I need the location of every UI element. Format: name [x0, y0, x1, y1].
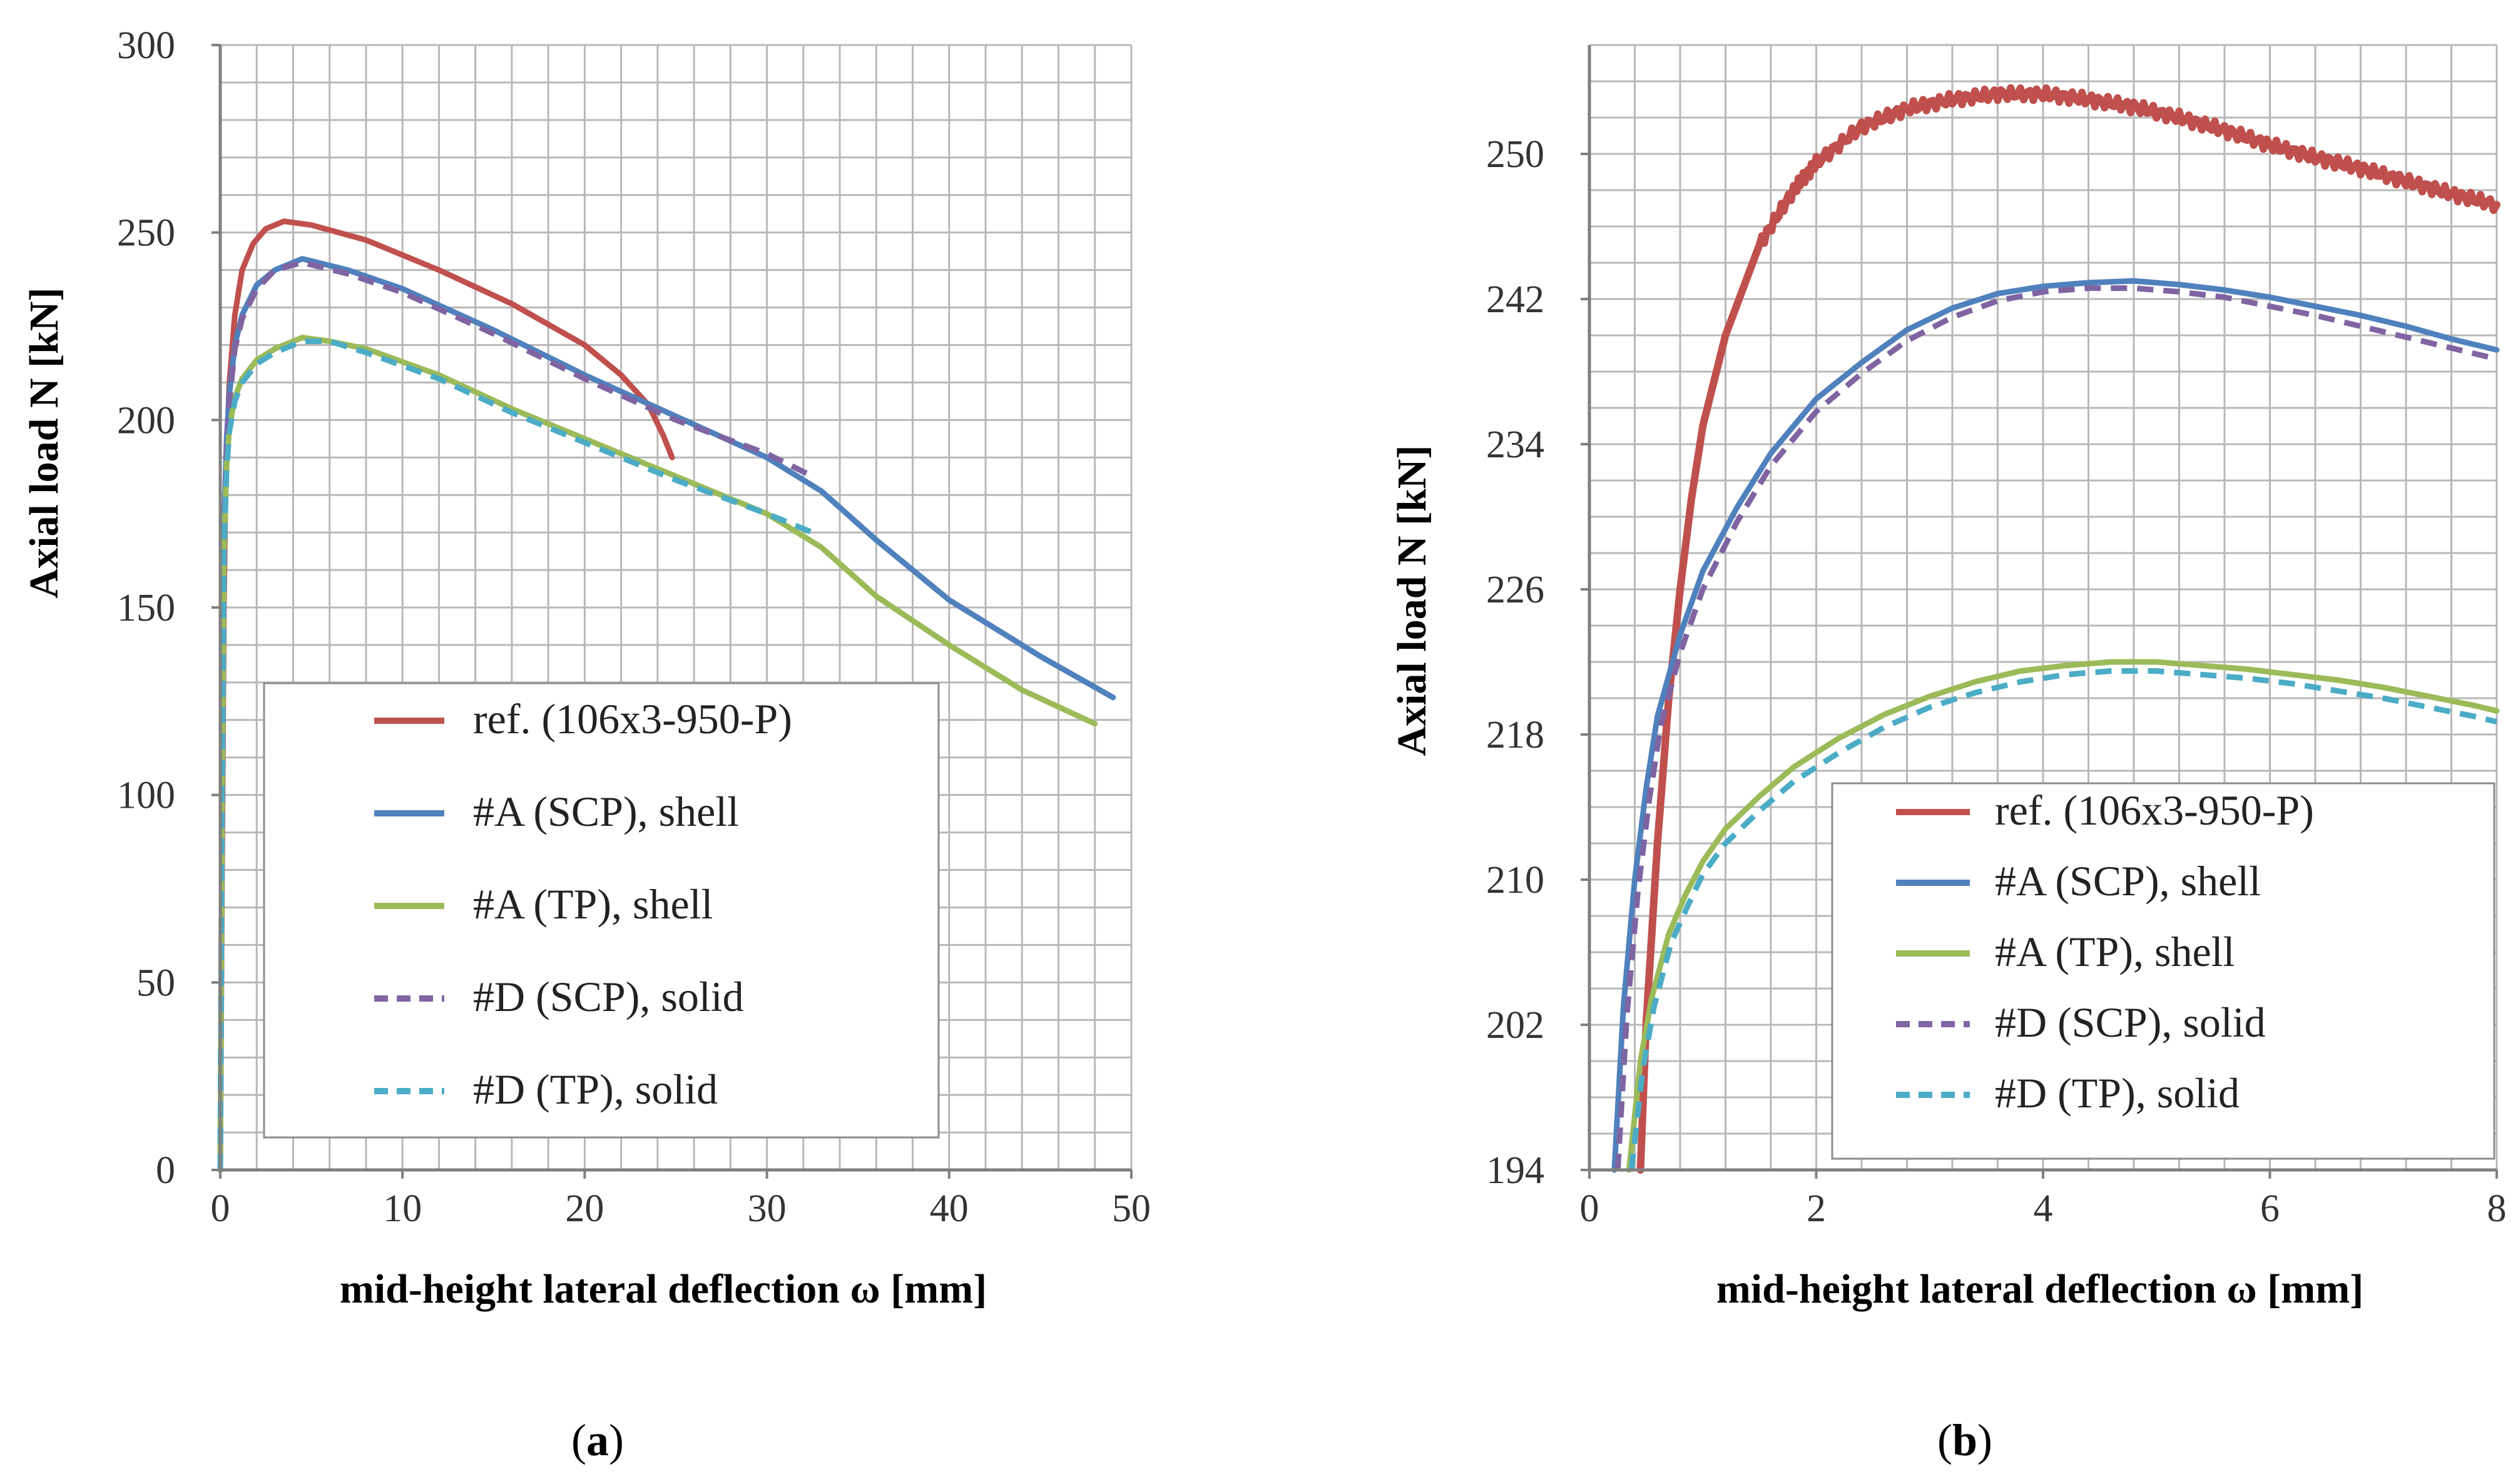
chart-b-legend-label-scp-shell: #A (SCP), shell	[1995, 857, 2261, 905]
chart-b-x-axis-title: mid-height lateral deflection ω [mm]	[1716, 1266, 2363, 1312]
chart-a-legend-box	[263, 682, 940, 1139]
chart-b-x-tick-label: 2	[1807, 1187, 1826, 1230]
chart-a-y-tick-label: 100	[117, 775, 175, 817]
chart-b-y-axis-title: Axial load N [kN]	[1389, 445, 1435, 756]
chart-a-y-tick-label: 200	[117, 399, 175, 442]
chart-a-y-tick-label: 150	[117, 587, 175, 629]
chart-b-axes	[1581, 45, 2498, 1179]
chart-a-x-axis-title: mid-height lateral deflection ω [mm]	[340, 1266, 987, 1312]
chart-a-panel-label-open: (	[571, 1415, 586, 1465]
chart-b-x-tick-label: 0	[1580, 1187, 1599, 1230]
chart-b-series-tp-shell-line	[1626, 659, 2500, 1173]
chart-a-legend-label-ref: ref. (106x3-950-P)	[473, 695, 792, 743]
chart-b-x-tick-label: 6	[2260, 1187, 2280, 1230]
chart-a-y-tick-label: 300	[117, 24, 175, 67]
chart-b-x-tick-label: 4	[2034, 1187, 2053, 1230]
chart-a-legend: ref. (106x3-950-P) #A (SCP), shell #A (TP)…	[263, 682, 940, 1139]
chart-a-x-tick-label: 40	[930, 1187, 969, 1230]
chart-b-y-tick-label: 202	[1486, 1004, 1544, 1047]
chart-b-series-scp-shell-line	[1611, 278, 2500, 1173]
chart-a-series-group	[217, 218, 1116, 1173]
chart-b-y-tick-label: 194	[1486, 1149, 1544, 1192]
chart-a-tick-labels: 0 10 20 30 40 50 0 50 100 150 200 250 300	[117, 24, 1151, 1230]
chart-b-x-tick-label: 8	[2487, 1187, 2507, 1230]
chart-a-legend-label-scp-shell: #A (SCP), shell	[473, 788, 739, 835]
chart-b-legend: ref. (106x3-950-P) #A (SCP), shell #A (TP)…	[1831, 782, 2495, 1160]
chart-b-legend-label-tp-solid: #D (TP), solid	[1995, 1069, 2240, 1117]
chart-panel-b: 0 2 4 6 8 194 202 210 218 226 234 242 250 mid-height…	[1389, 44, 2507, 1465]
chart-b-y-tick-label: 226	[1486, 569, 1544, 611]
chart-a-y-tick-label: 0	[156, 1149, 175, 1192]
chart-a-y-tick-label: 50	[136, 962, 175, 1004]
chart-a-panel-label-letter: a	[586, 1415, 609, 1465]
chart-b-series-ref-line	[1636, 84, 2500, 1174]
chart-a-axes	[212, 44, 1133, 1179]
chart-b-legend-label-tp-shell: #A (TP), shell	[1995, 928, 2235, 975]
chart-b-panel-label-open: (	[1937, 1415, 1952, 1465]
chart-b-series-scp-solid-line	[1614, 285, 2498, 1171]
chart-a-x-tick-label: 30	[748, 1187, 787, 1230]
chart-panel-a: 0 10 20 30 40 50 0 50 100 150 200 250 300 mid-height…	[21, 24, 1151, 1465]
chart-b-series-tp-solid-line	[1628, 668, 2498, 1171]
chart-a-x-tick-label: 20	[565, 1187, 604, 1230]
chart-b-y-tick-label: 234	[1486, 424, 1544, 466]
chart-a-x-tick-label: 50	[1112, 1187, 1151, 1230]
chart-b-y-tick-label: 242	[1486, 278, 1544, 321]
chart-a-panel-label: (a)	[571, 1415, 624, 1465]
chart-a-x-tick-label: 10	[383, 1187, 422, 1230]
chart-b-y-tick-label: 250	[1486, 133, 1544, 176]
chart-b-tick-labels: 0 2 4 6 8 194 202 210 218 226 234 242 250	[1486, 133, 2507, 1230]
chart-b-y-tick-label: 218	[1486, 714, 1544, 756]
chart-a-y-tick-label: 250	[117, 212, 175, 255]
chart-b-panel-label: (b)	[1937, 1415, 1992, 1465]
chart-a-series-tp-solid-line	[217, 338, 814, 1171]
chart-b-panel-label-letter: b	[1952, 1415, 1977, 1465]
chart-a-legend-label-tp-solid: #D (TP), solid	[473, 1065, 718, 1113]
chart-a-panel-label-close: )	[609, 1415, 624, 1465]
chart-b-legend-label-ref: ref. (106x3-950-P)	[1995, 786, 2314, 834]
chart-b-series-group	[1611, 84, 2500, 1174]
chart-a-x-tick-label: 0	[211, 1187, 230, 1230]
chart-b-panel-label-close: )	[1977, 1415, 1992, 1465]
chart-b-legend-label-scp-solid: #D (SCP), solid	[1995, 999, 2266, 1046]
chart-a-legend-label-tp-shell: #A (TP), shell	[473, 880, 713, 928]
chart-b-y-tick-label: 210	[1486, 859, 1544, 902]
chart-a-legend-label-scp-solid: #D (SCP), solid	[473, 973, 744, 1020]
chart-a-y-axis-title: Axial load N [kN]	[21, 288, 67, 599]
